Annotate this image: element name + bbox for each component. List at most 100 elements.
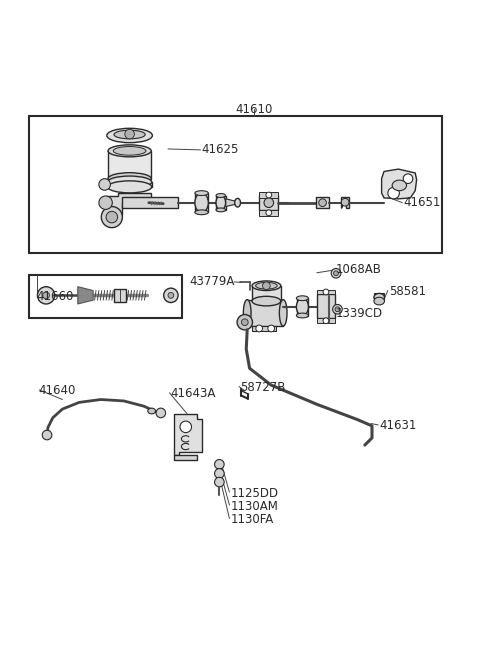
Circle shape [42,430,52,440]
Ellipse shape [195,193,208,212]
Polygon shape [216,195,226,210]
Ellipse shape [216,194,226,197]
Polygon shape [297,298,308,316]
Circle shape [215,460,224,469]
Bar [317,294,335,318]
Polygon shape [174,455,197,460]
Text: 43779A: 43779A [190,275,235,288]
Circle shape [215,468,224,478]
Text: 41610: 41610 [236,103,273,115]
Ellipse shape [114,130,145,139]
Polygon shape [78,287,93,304]
Text: 41631: 41631 [379,419,417,432]
Ellipse shape [252,296,281,306]
Ellipse shape [108,173,151,185]
Polygon shape [106,193,151,215]
Ellipse shape [279,299,287,326]
Circle shape [164,288,178,303]
Circle shape [403,174,413,183]
Ellipse shape [296,313,308,318]
Polygon shape [174,414,202,455]
Circle shape [237,314,252,330]
Ellipse shape [113,147,146,155]
Text: 41640: 41640 [38,384,76,398]
Ellipse shape [148,408,156,414]
Bar [316,197,329,208]
Circle shape [263,282,270,290]
Bar [259,195,278,210]
Ellipse shape [243,299,251,326]
Ellipse shape [195,210,208,215]
Text: 41651: 41651 [403,196,441,209]
Circle shape [168,293,174,298]
Text: 58581: 58581 [389,285,426,298]
Ellipse shape [296,296,308,301]
Text: 1068AB: 1068AB [336,263,382,276]
Circle shape [333,305,342,314]
Ellipse shape [374,297,384,305]
Bar [29,274,182,318]
Circle shape [268,325,275,332]
Text: 1339CD: 1339CD [336,307,383,320]
Ellipse shape [255,282,277,289]
Ellipse shape [216,208,226,212]
Bar [114,289,126,302]
Text: 1130AM: 1130AM [230,500,278,513]
Circle shape [125,129,134,139]
Circle shape [319,199,326,206]
Text: 41643A: 41643A [170,387,216,400]
Polygon shape [252,286,281,301]
Text: 41625: 41625 [202,143,239,157]
Circle shape [43,292,49,299]
Circle shape [99,196,112,210]
Polygon shape [226,199,236,206]
Ellipse shape [374,293,384,301]
Circle shape [156,408,166,418]
Circle shape [264,198,274,208]
Text: 1125DD: 1125DD [230,487,278,500]
Text: 41660: 41660 [36,290,73,303]
Bar [259,210,278,215]
Circle shape [180,421,192,432]
Circle shape [341,198,349,206]
Ellipse shape [216,195,226,210]
Ellipse shape [296,298,308,316]
Ellipse shape [235,198,240,207]
Polygon shape [374,293,384,301]
Polygon shape [122,197,178,208]
Circle shape [323,289,329,295]
Circle shape [241,319,248,326]
Circle shape [99,179,110,190]
Ellipse shape [195,191,208,195]
Polygon shape [341,197,349,208]
Circle shape [101,206,122,228]
Polygon shape [195,193,208,212]
Ellipse shape [108,181,152,193]
Circle shape [334,271,338,276]
Bar [29,117,442,253]
Circle shape [331,269,341,278]
Circle shape [106,212,118,223]
Circle shape [215,477,224,487]
Ellipse shape [108,145,151,157]
Circle shape [388,187,399,199]
Text: 1130FA: 1130FA [230,513,274,526]
Ellipse shape [108,176,152,188]
Circle shape [266,210,272,215]
Polygon shape [247,299,283,326]
Polygon shape [108,151,151,179]
Circle shape [256,325,263,332]
Bar [259,192,278,198]
Text: 58727B: 58727B [240,381,286,394]
Polygon shape [108,182,152,187]
Ellipse shape [252,281,281,291]
Bar [317,318,335,323]
Circle shape [335,307,340,312]
Bar [317,290,335,294]
Circle shape [37,287,55,304]
Ellipse shape [107,128,153,143]
Polygon shape [252,326,276,331]
Circle shape [323,318,329,324]
Ellipse shape [392,180,407,191]
Circle shape [266,192,272,198]
